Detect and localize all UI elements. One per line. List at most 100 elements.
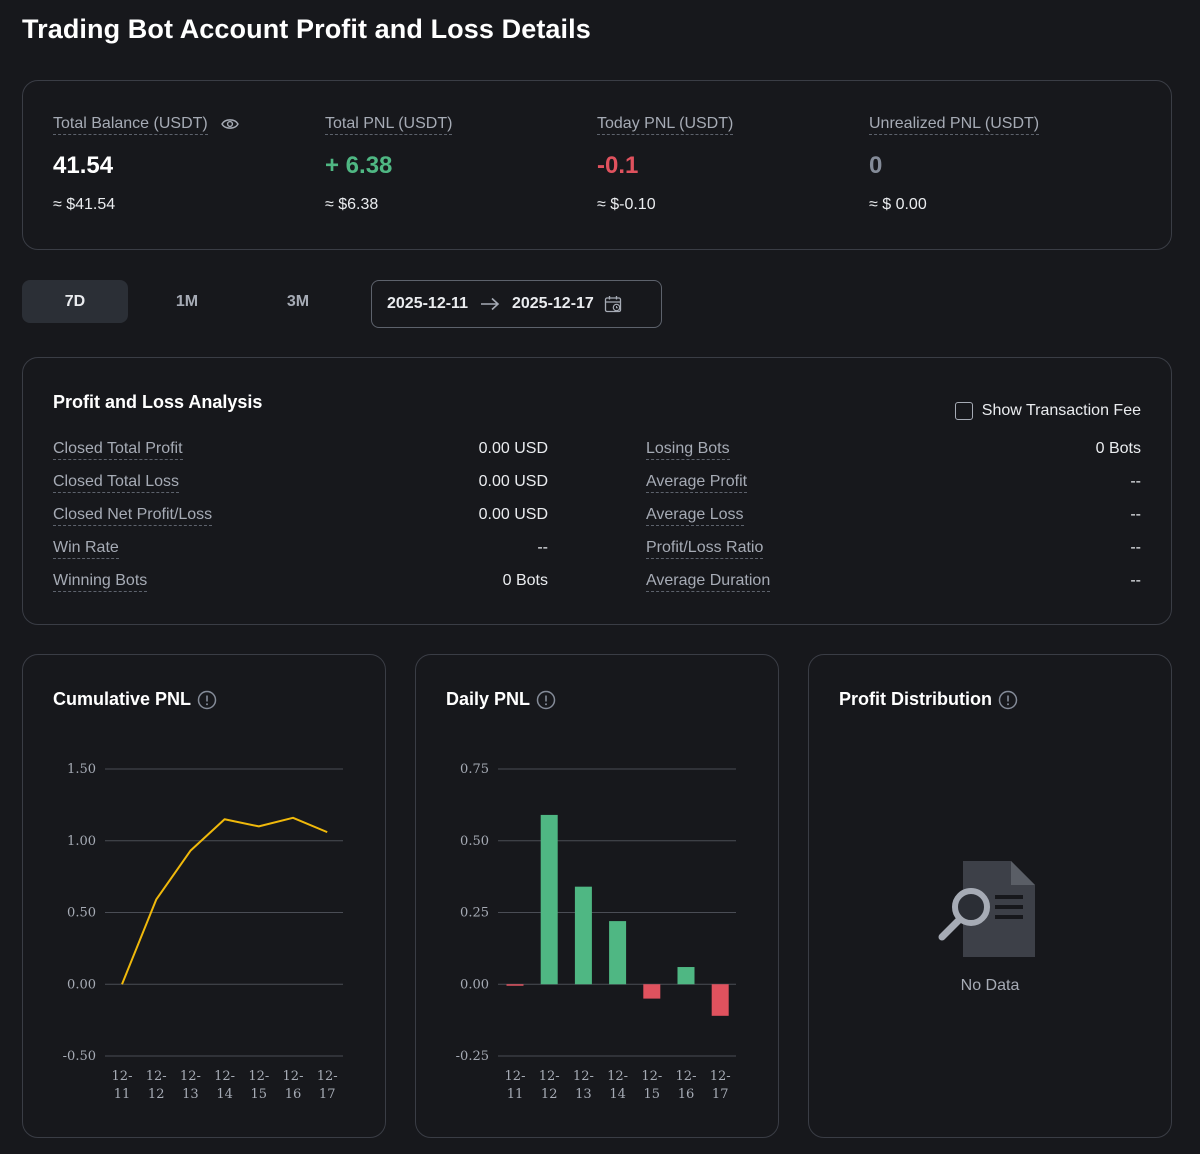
- stat-approx: ≈ $-0.10: [597, 196, 656, 213]
- daily-pnl-bar: [506, 984, 524, 986]
- stat-value: + 6.38: [325, 152, 393, 179]
- stat-today-pnl: Today PNL (USDT) -0.1 ≈ $-0.10: [597, 81, 869, 249]
- arrow-right-icon: [480, 297, 500, 311]
- no-data-label: No Data: [960, 977, 1020, 994]
- metric-label[interactable]: Closed Total Loss: [53, 473, 179, 493]
- metric-value: --: [1130, 506, 1141, 523]
- stat-total-balance: Total Balance (USDT) 41.54 ≈ $41.54: [53, 81, 325, 249]
- profit-distribution-title: Profit Distribution: [839, 689, 1018, 710]
- x-tick-label: 15: [644, 1087, 661, 1102]
- show-transaction-fee-toggle[interactable]: Show Transaction Fee: [954, 402, 1141, 420]
- metric-value: 0.00 USD: [478, 440, 548, 457]
- metric-value: --: [1130, 473, 1141, 490]
- x-tick-label: 11: [114, 1087, 131, 1102]
- daily-pnl-bar: [643, 984, 661, 999]
- metric-value: --: [1130, 572, 1141, 589]
- metric-value: 0.00 USD: [478, 506, 548, 523]
- metric-label[interactable]: Win Rate: [53, 539, 119, 559]
- stat-unrealized-pnl: Unrealized PNL (USDT) 0 ≈ $ 0.00: [869, 81, 1141, 249]
- chart-title-text: Profit Distribution: [839, 689, 992, 709]
- x-tick-label: 13: [182, 1087, 199, 1102]
- transaction-fee-checkbox[interactable]: [954, 402, 973, 420]
- account-summary-card: Total Balance (USDT) 41.54 ≈ $41.54 Tota…: [22, 80, 1172, 250]
- stat-value: 0: [869, 152, 883, 179]
- metric-value: 0.00 USD: [478, 473, 548, 490]
- stat-value: 41.54: [53, 152, 114, 179]
- x-tick-label: 12: [541, 1087, 558, 1102]
- stat-label[interactable]: Total PNL (USDT): [325, 115, 453, 135]
- date-range-picker[interactable]: 2025-12-11 2025-12-17: [371, 280, 662, 328]
- stat-total-pnl: Total PNL (USDT) + 6.38 ≈ $6.38: [325, 81, 597, 249]
- x-tick-label: 12-: [641, 1069, 662, 1084]
- stat-approx: ≈ $41.54: [53, 196, 116, 213]
- daily-pnl-bar: [677, 967, 695, 985]
- stat-value: -0.1: [597, 152, 639, 179]
- x-tick-label: 12-: [146, 1069, 167, 1084]
- x-tick-label: 13: [575, 1087, 592, 1102]
- daily-pnl-title: Daily PNL: [446, 689, 556, 710]
- tab-7d[interactable]: 7D: [22, 280, 128, 323]
- page-title: Trading Bot Account Profit and Loss Deta…: [22, 14, 591, 44]
- x-tick-label: 17: [712, 1087, 729, 1102]
- chart-title-text: Cumulative PNL: [53, 689, 192, 709]
- profit-distribution-card: Profit Distribution No Data: [808, 654, 1172, 1138]
- x-tick-label: 12-: [317, 1069, 338, 1084]
- info-icon[interactable]: [998, 690, 1018, 710]
- transaction-fee-label[interactable]: Show Transaction Fee: [981, 402, 1141, 419]
- x-tick-label: 12: [148, 1087, 165, 1102]
- y-tick-label: 1.50: [67, 762, 96, 777]
- cumulative-pnl-card: Cumulative PNL 1.50 1.00 0.50 0.00 -0.50 12- 1…: [22, 654, 386, 1138]
- x-tick-label: 11: [507, 1087, 524, 1102]
- x-tick-label: 14: [216, 1087, 233, 1102]
- x-tick-label: 12-: [573, 1069, 594, 1084]
- calendar-icon[interactable]: [604, 295, 622, 313]
- metric-label[interactable]: Profit/Loss Ratio: [646, 539, 764, 559]
- pnl-analysis-card: Profit and Loss Analysis Show Transactio…: [22, 357, 1172, 625]
- date-range-end[interactable]: 2025-12-17: [511, 295, 594, 312]
- y-tick-label: -0.25: [456, 1049, 489, 1064]
- tab-3m[interactable]: 3M: [286, 292, 310, 310]
- stat-label[interactable]: Total Balance (USDT): [53, 115, 208, 135]
- chart-title-text: Daily PNL: [446, 689, 531, 709]
- stat-label[interactable]: Today PNL (USDT): [597, 115, 734, 135]
- metric-label[interactable]: Winning Bots: [53, 572, 148, 592]
- info-icon[interactable]: [536, 690, 556, 710]
- daily-pnl-bar: [609, 921, 627, 985]
- daily-pnl-bar: [574, 886, 592, 985]
- cumulative-pnl-line: [121, 816, 328, 985]
- x-tick-label: 12-: [710, 1069, 731, 1084]
- tab-1m[interactable]: 1M: [175, 292, 199, 310]
- metric-label[interactable]: Closed Net Profit/Loss: [53, 506, 213, 526]
- y-tick-label: 0.75: [460, 762, 489, 777]
- x-tick-label: 12-: [539, 1069, 560, 1084]
- metric-value: --: [1130, 539, 1141, 556]
- date-range-start[interactable]: 2025-12-11: [387, 295, 468, 312]
- y-tick-label: 0.25: [460, 906, 489, 921]
- y-tick-label: -0.50: [63, 1049, 96, 1064]
- daily-pnl-bar: [711, 984, 729, 1016]
- x-tick-label: 12-: [248, 1069, 269, 1084]
- x-tick-label: 12-: [283, 1069, 304, 1084]
- cumulative-pnl-chart: 1.50 1.00 0.50 0.00 -0.50 12- 11 12- 12 12- 13 12- 1…: [63, 762, 343, 1102]
- metric-label[interactable]: Losing Bots: [646, 440, 730, 460]
- y-tick-label: 1.00: [67, 834, 96, 849]
- metric-label[interactable]: Average Profit: [646, 473, 748, 493]
- stat-label[interactable]: Unrealized PNL (USDT): [869, 115, 1040, 135]
- metric-label[interactable]: Average Duration: [646, 572, 771, 592]
- eye-icon[interactable]: [221, 117, 239, 131]
- info-icon[interactable]: [197, 690, 217, 710]
- cumulative-pnl-title: Cumulative PNL: [53, 689, 217, 710]
- stat-approx: ≈ $ 0.00: [869, 196, 927, 213]
- metric-value: --: [537, 539, 548, 556]
- metric-value: 0 Bots: [1095, 440, 1141, 457]
- daily-pnl-bar: [540, 814, 558, 985]
- metric-label[interactable]: Average Loss: [646, 506, 744, 526]
- x-tick-label: 16: [678, 1087, 695, 1102]
- x-tick-label: 12-: [112, 1069, 133, 1084]
- x-tick-label: 16: [285, 1087, 302, 1102]
- x-tick-label: 12-: [180, 1069, 201, 1084]
- x-tick-label: 12-: [214, 1069, 235, 1084]
- y-tick-label: 0.00: [67, 977, 96, 992]
- y-tick-label: 0.50: [460, 834, 489, 849]
- metric-label[interactable]: Closed Total Profit: [53, 440, 183, 460]
